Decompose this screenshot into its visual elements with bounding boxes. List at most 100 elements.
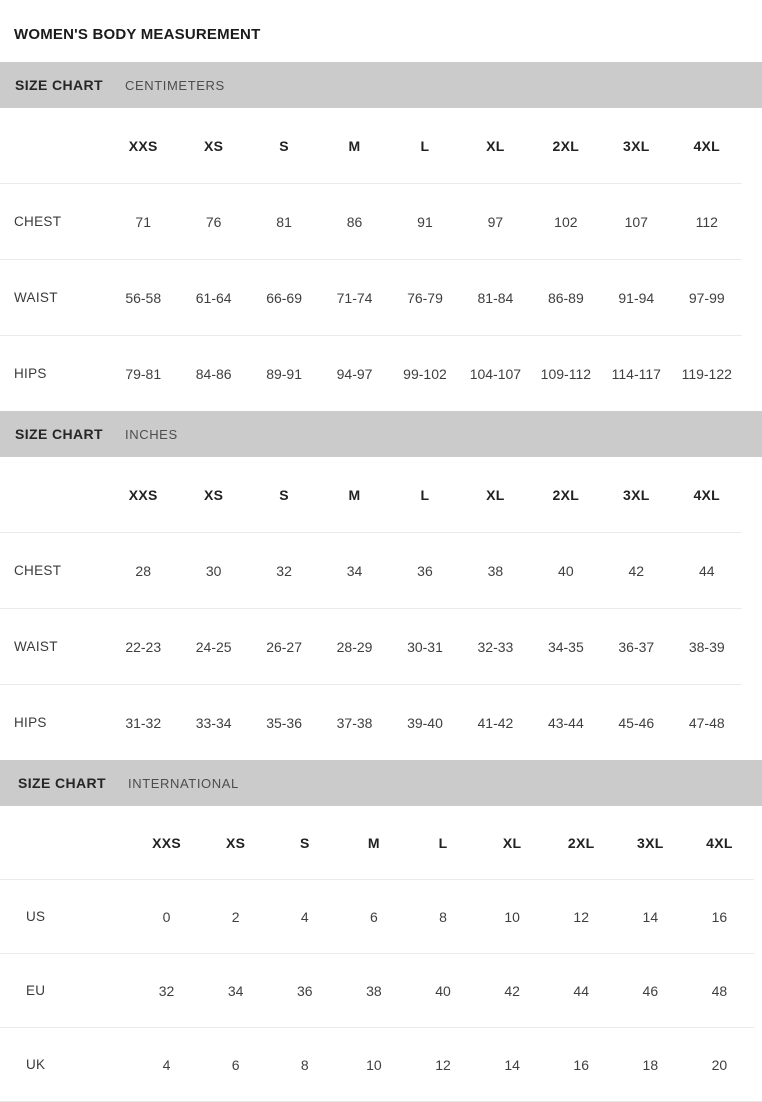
measurement-cell: 10 <box>477 879 547 954</box>
measurement-cell: 86 <box>319 183 390 260</box>
section-unit: INCHES <box>125 426 178 442</box>
measurement-cell: 89-91 <box>248 335 320 411</box>
measurement-cell: 8 <box>408 879 478 954</box>
measurement-cell: 71 <box>108 183 179 260</box>
size-table-wrap: XXS XS S M L XL 2XL 3XL 4XL CHEST 28 30 … <box>0 457 762 760</box>
measurement-cell: 32 <box>248 532 320 609</box>
measurement-cell: 97-99 <box>671 259 742 336</box>
measurement-cell: 38 <box>460 532 531 609</box>
measurement-cell: 4 <box>132 1027 202 1101</box>
measurement-row-eu: EU 32 34 36 38 40 42 44 46 48 <box>0 953 754 1028</box>
measurement-cell: 16 <box>684 879 754 954</box>
measurement-cell: 14 <box>615 879 685 954</box>
size-col-header: 4XL <box>706 834 733 851</box>
size-col-header: L <box>438 834 448 851</box>
measurement-cell: 44 <box>671 532 742 609</box>
measurement-cell: 42 <box>601 532 672 609</box>
row-label: WAIST <box>0 608 108 685</box>
measurement-cell: 28 <box>108 532 179 609</box>
row-label: HIPS <box>0 684 108 760</box>
size-col-header: L <box>420 137 430 154</box>
measurement-cell: 36-37 <box>601 608 672 685</box>
measurement-cell: 46 <box>615 953 685 1028</box>
measurement-cell: 35-36 <box>248 684 320 760</box>
measurement-cell: 10 <box>339 1027 409 1101</box>
measurement-cell: 45-46 <box>601 684 672 760</box>
measurement-cell: 41-42 <box>460 684 531 760</box>
size-header-row: XXS XS S M L XL 2XL 3XL 4XL <box>0 108 742 184</box>
measurement-cell: 12 <box>546 879 616 954</box>
section-unit: CENTIMETERS <box>125 77 225 93</box>
measurement-cell: 6 <box>339 879 409 954</box>
measurement-cell: 20 <box>684 1027 754 1101</box>
row-label: CHEST <box>0 532 108 609</box>
size-col-header: XL <box>502 834 522 851</box>
measurement-cell: 42 <box>477 953 547 1028</box>
measurement-cell: 76 <box>178 183 249 260</box>
size-col-header: 2XL <box>552 486 580 503</box>
measurement-cell: 56-58 <box>108 259 179 336</box>
measurement-cell: 40 <box>530 532 602 609</box>
size-col-header: M <box>348 486 361 503</box>
measurement-cell: 32 <box>132 953 202 1028</box>
measurement-cell: 94-97 <box>319 335 390 411</box>
measurement-cell: 32-33 <box>460 608 531 685</box>
measurement-cell: 28-29 <box>319 608 390 685</box>
measurement-cell: 81-84 <box>460 259 531 336</box>
size-chart-section-centimeters: SIZE CHART CENTIMETERS XXS XS S M L XL 2… <box>0 62 762 411</box>
row-label: HIPS <box>0 335 108 411</box>
size-table-wrap: XXS XS S M L XL 2XL 3XL 4XL US 0 2 4 6 <box>0 806 762 1101</box>
measurement-cell: 14 <box>477 1027 547 1101</box>
measurement-row-waist: WAIST 56-58 61-64 66-69 71-74 76-79 81-8… <box>0 259 742 336</box>
measurement-cell: 38 <box>339 953 409 1028</box>
measurement-cell: 8 <box>270 1027 340 1101</box>
measurement-cell: 37-38 <box>319 684 390 760</box>
size-col-header: 2XL <box>552 137 580 154</box>
measurement-cell: 84-86 <box>178 335 249 411</box>
measurement-cell: 34 <box>319 532 390 609</box>
measurement-cell: 12 <box>408 1027 478 1101</box>
section-header-bar: SIZE CHART INCHES <box>0 411 762 457</box>
size-col-header: L <box>420 486 430 503</box>
measurement-cell: 22-23 <box>108 608 179 685</box>
size-col-header: XXS <box>128 486 158 503</box>
size-header-row: XXS XS S M L XL 2XL 3XL 4XL <box>0 457 742 533</box>
measurement-cell: 81 <box>248 183 320 260</box>
size-col-header: XS <box>226 834 246 851</box>
section-unit: INTERNATIONAL <box>128 775 239 791</box>
measurement-cell: 91 <box>389 183 461 260</box>
section-title: SIZE CHART <box>18 775 106 791</box>
size-col-header: XXS <box>152 834 182 851</box>
measurement-cell: 99-102 <box>389 335 461 411</box>
measurement-cell: 48 <box>684 953 754 1028</box>
measurement-cell: 0 <box>132 879 202 954</box>
measurement-cell: 61-64 <box>178 259 249 336</box>
row-label: EU <box>0 953 132 1028</box>
size-col-header: M <box>348 137 361 154</box>
measurement-cell: 38-39 <box>671 608 742 685</box>
measurement-cell: 114-117 <box>601 335 672 411</box>
measurement-cell: 119-122 <box>671 335 742 411</box>
size-header-row: XXS XS S M L XL 2XL 3XL 4XL <box>0 806 754 880</box>
measurement-cell: 104-107 <box>460 335 531 411</box>
measurement-cell: 76-79 <box>389 259 461 336</box>
size-col-header: 3XL <box>622 486 650 503</box>
measurement-cell: 66-69 <box>248 259 320 336</box>
page-title: WOMEN'S BODY MEASUREMENT <box>14 26 261 43</box>
size-col-header: S <box>299 834 310 851</box>
measurement-cell: 107 <box>601 183 672 260</box>
measurement-cell: 26-27 <box>248 608 320 685</box>
row-label: CHEST <box>0 183 108 260</box>
measurement-cell: 97 <box>460 183 531 260</box>
size-col-header: M <box>367 834 380 851</box>
measurement-cell: 36 <box>270 953 340 1028</box>
measurement-cell: 43-44 <box>530 684 602 760</box>
corner-cell <box>0 457 108 533</box>
row-label: UK <box>0 1027 132 1101</box>
corner-cell <box>0 806 132 880</box>
measurement-row-waist: WAIST 22-23 24-25 26-27 28-29 30-31 32-3… <box>0 608 742 685</box>
size-chart-section-international: SIZE CHART INTERNATIONAL XXS XS S M L XL… <box>0 760 762 1101</box>
size-col-header: 3XL <box>637 834 664 851</box>
size-col-header: S <box>279 486 289 503</box>
measurement-cell: 47-48 <box>671 684 742 760</box>
